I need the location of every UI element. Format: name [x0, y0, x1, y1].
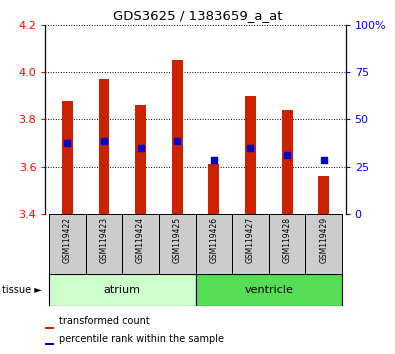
Point: [101, 138, 107, 144]
Text: GSM119426: GSM119426: [209, 217, 218, 263]
Text: GSM119425: GSM119425: [173, 217, 182, 263]
Point: [284, 152, 290, 158]
Point: [64, 140, 71, 146]
Bar: [269, 214, 305, 274]
Bar: [159, 214, 196, 274]
Bar: [98, 79, 109, 214]
Bar: [196, 214, 232, 274]
Bar: [49, 274, 196, 306]
Text: GSM119428: GSM119428: [282, 217, 292, 263]
Bar: [172, 60, 183, 214]
Point: [211, 157, 217, 162]
Bar: [49, 214, 86, 274]
Bar: [282, 110, 293, 214]
Bar: [135, 105, 146, 214]
Text: tissue ►: tissue ►: [2, 285, 42, 295]
Bar: [45, 343, 54, 345]
Text: transformed count: transformed count: [59, 316, 150, 326]
Bar: [232, 214, 269, 274]
Text: GSM119423: GSM119423: [100, 217, 109, 263]
Bar: [208, 165, 219, 214]
Text: GDS3625 / 1383659_a_at: GDS3625 / 1383659_a_at: [113, 9, 282, 22]
Bar: [86, 214, 122, 274]
Text: percentile rank within the sample: percentile rank within the sample: [59, 334, 224, 344]
Point: [137, 145, 144, 151]
Text: ventricle: ventricle: [244, 285, 293, 295]
Text: GSM119422: GSM119422: [63, 217, 72, 263]
Point: [320, 157, 327, 162]
Bar: [45, 327, 54, 329]
Text: GSM119424: GSM119424: [136, 217, 145, 263]
Text: atrium: atrium: [104, 285, 141, 295]
Bar: [245, 96, 256, 214]
Bar: [62, 101, 73, 214]
Text: GSM119427: GSM119427: [246, 217, 255, 263]
Bar: [122, 214, 159, 274]
Bar: [305, 214, 342, 274]
Point: [174, 138, 181, 144]
Point: [247, 145, 254, 151]
Bar: [196, 274, 342, 306]
Text: GSM119429: GSM119429: [319, 217, 328, 263]
Bar: [318, 176, 329, 214]
